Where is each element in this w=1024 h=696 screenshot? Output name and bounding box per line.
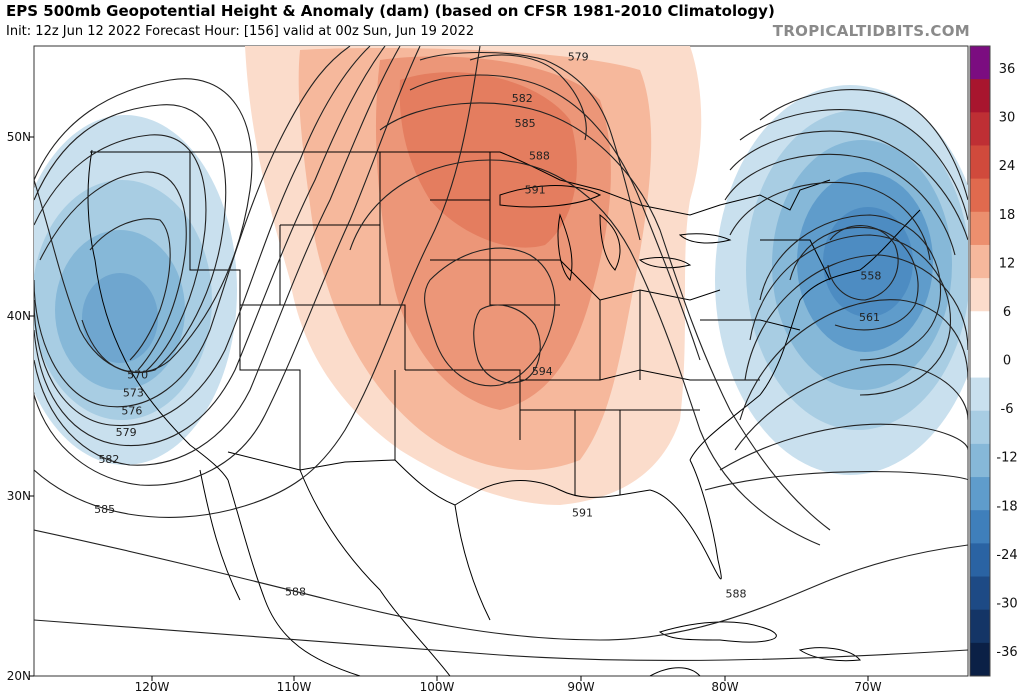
colorbar-label: -30 — [996, 596, 1017, 611]
lat-label: 30N — [7, 489, 31, 503]
colorbar-label: -24 — [996, 548, 1017, 563]
colorbar-swatch — [970, 178, 990, 213]
contour-label: 588 — [529, 149, 550, 162]
contour-label: 591 — [572, 507, 593, 520]
contour-label: 585 — [94, 503, 115, 516]
negative-anomaly-east — [715, 85, 968, 475]
lon-label: 90W — [567, 680, 594, 694]
map-title: EPS 500mb Geopotential Height & Anomaly … — [6, 2, 775, 20]
colorbar-swatch — [970, 477, 990, 511]
colorbar-swatch — [970, 443, 990, 478]
colorbar-label: 0 — [1003, 354, 1011, 369]
colorbar-swatch — [970, 46, 990, 80]
lon-label: 110W — [277, 680, 312, 694]
colorbar-label: -18 — [996, 499, 1017, 514]
colorbar-swatch — [970, 510, 990, 544]
contour-label: 588 — [285, 586, 306, 599]
height-contours — [34, 46, 968, 661]
lat-label: 40N — [7, 309, 31, 323]
colorbar-label: -12 — [996, 451, 1017, 466]
colorbar-swatch — [970, 576, 990, 611]
contour-label: 558 — [860, 270, 881, 283]
lat-label: 20N — [7, 669, 31, 683]
great-lakes — [499, 185, 732, 281]
positive-anomaly-ridge — [245, 46, 702, 505]
contour-label-layer: 579 582 585 588 591 594 591 588 588 585 582 579 576 5… — [94, 51, 881, 601]
contour-label: 594 — [532, 365, 553, 378]
latitude-axis: 20N 30N 40N 50N — [7, 130, 31, 683]
colorbar-label: 6 — [1003, 305, 1011, 320]
colorbar-swatch — [970, 145, 990, 180]
colorbar-frame — [969, 45, 991, 677]
lon-label: 100W — [420, 680, 455, 694]
anomaly-colorbar: 36 30 24 18 12 6 0 -6 -12 -18 -24 -30 -36 — [969, 45, 1018, 677]
colorbar-swatch — [970, 377, 990, 412]
map-subtitle: Init: 12z Jun 12 2022 Forecast Hour: [15… — [6, 24, 475, 39]
colorbar-swatch — [970, 642, 990, 677]
lon-label: 120W — [135, 680, 170, 694]
colorbar-label: 30 — [999, 111, 1016, 126]
contour-label: 579 — [116, 426, 137, 439]
colorbar-label: -6 — [1001, 402, 1014, 417]
contour-label: 588 — [726, 587, 747, 600]
colorbar-label: -36 — [996, 645, 1017, 660]
contour-label: 576 — [121, 404, 142, 417]
lon-label: 80W — [711, 680, 738, 694]
colorbar-label: 18 — [999, 208, 1016, 223]
colorbar-swatch — [970, 311, 990, 345]
colorbar-swatch — [970, 344, 990, 379]
colorbar-swatch — [970, 543, 990, 578]
contour-label: 561 — [859, 311, 880, 324]
colorbar-swatch — [970, 410, 990, 445]
colorbar-swatch — [970, 278, 990, 312]
colorbar-swatch — [970, 112, 990, 146]
lat-label: 50N — [7, 130, 31, 144]
contour-label: 582 — [98, 453, 119, 466]
contour-label: 591 — [525, 184, 546, 197]
colorbar-label: 24 — [999, 159, 1016, 174]
source-watermark: TROPICALTIDBITS.COM — [772, 22, 970, 40]
colorbar-swatch — [970, 244, 990, 279]
colorbar-swatch — [970, 79, 990, 113]
colorbar-label: 36 — [999, 62, 1016, 77]
colorbar-label: 12 — [999, 256, 1016, 271]
contour-label: 579 — [568, 51, 589, 64]
contour-label: 585 — [515, 117, 536, 130]
contour-label: 573 — [123, 386, 144, 399]
colorbar-swatch — [970, 609, 990, 644]
longitude-axis: 120W 110W 100W 90W 80W 70W — [135, 680, 882, 694]
lon-label: 70W — [854, 680, 881, 694]
axis-ticks — [29, 136, 869, 681]
colorbar-swatch — [970, 211, 990, 246]
contour-label: 582 — [512, 92, 533, 105]
contour-label: 570 — [127, 368, 148, 381]
